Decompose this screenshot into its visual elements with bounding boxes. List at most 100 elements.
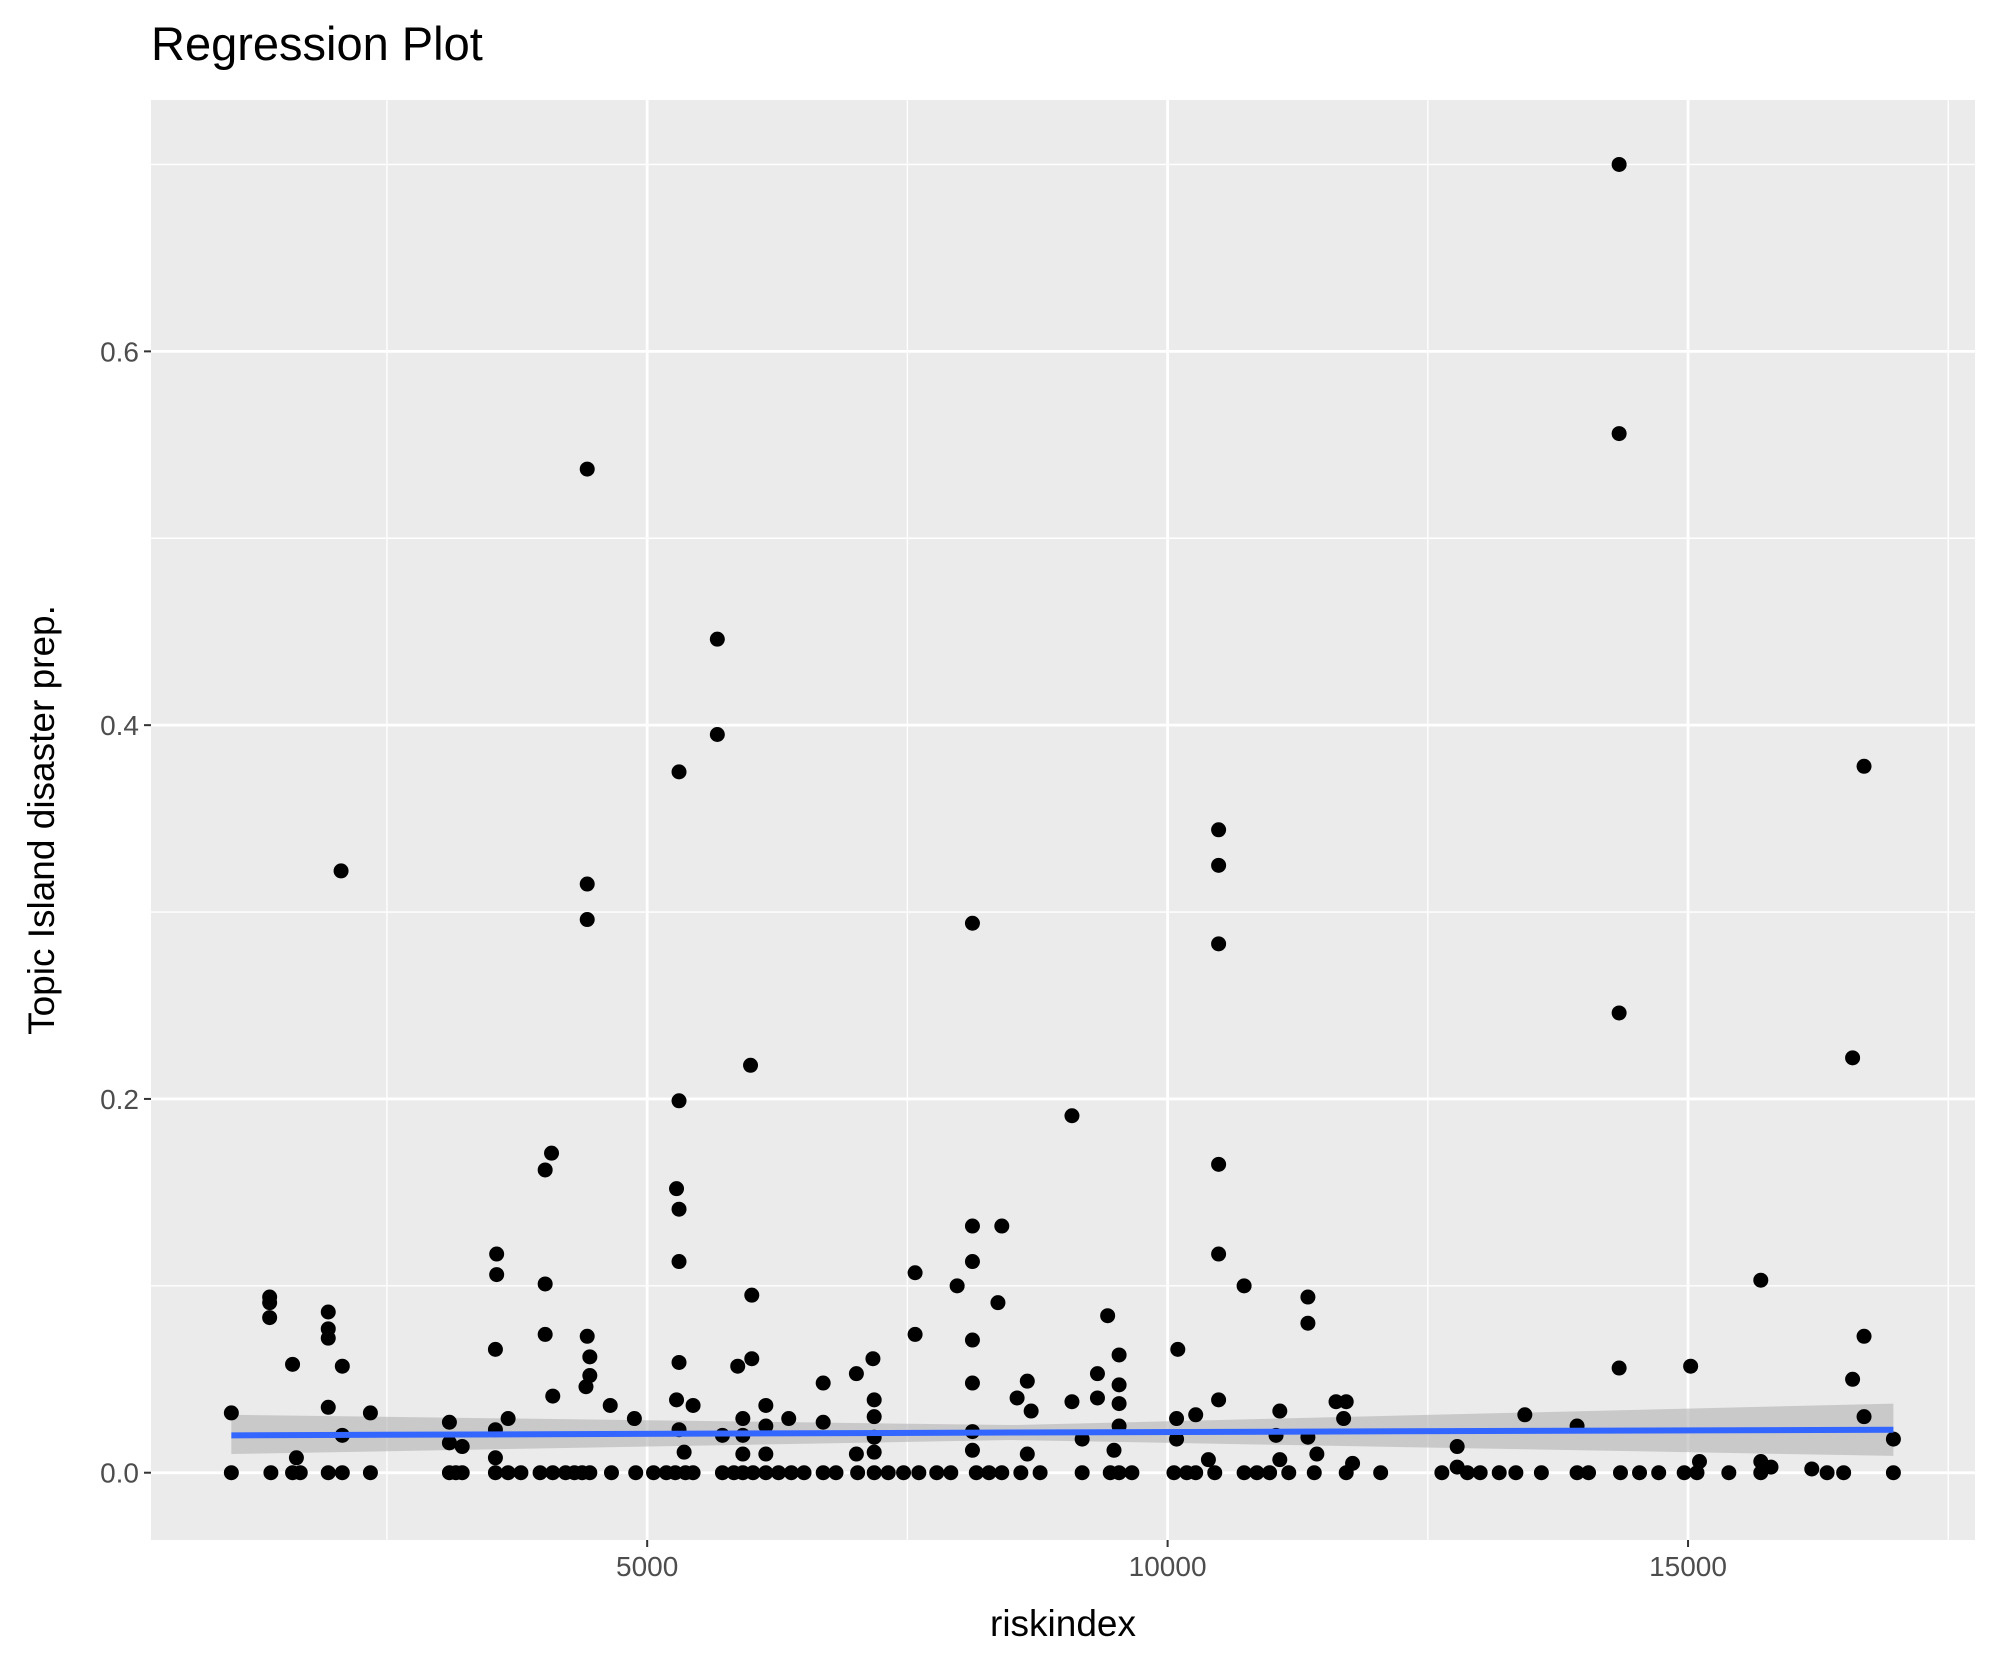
data-point [943,1465,959,1481]
data-point [333,863,349,879]
data-point [1100,1308,1116,1324]
data-point [1211,857,1227,873]
data-point [1019,1446,1035,1462]
y-tick-label: 0.6 [100,336,139,367]
chart-title: Regression Plot [151,17,483,70]
data-point [758,1418,774,1434]
data-point [964,1218,980,1234]
data-point [848,1366,864,1382]
data-point [320,1304,336,1320]
data-point [1472,1465,1488,1481]
data-point [1074,1465,1090,1481]
data-point [1300,1289,1316,1305]
data-point [758,1397,774,1413]
data-point [1089,1366,1105,1382]
data-point [1009,1390,1025,1406]
data-point [628,1465,644,1481]
data-point [545,1465,561,1481]
data-point [1836,1465,1852,1481]
data-point [487,1341,503,1357]
data-point [1336,1411,1352,1427]
data-point [223,1405,239,1421]
data-point [1089,1390,1105,1406]
data-point [968,1465,984,1481]
data-point [1211,1156,1227,1172]
data-point [262,1310,278,1326]
data-point [578,1379,594,1395]
data-point [441,1414,457,1430]
data-point [441,1435,457,1451]
data-point [1517,1407,1533,1423]
data-point [334,1465,350,1481]
data-point [1338,1465,1354,1481]
data-point [1373,1465,1389,1481]
data-point [964,1375,980,1391]
data-point [1207,1465,1223,1481]
data-point [1689,1465,1705,1481]
data-point [362,1405,378,1421]
data-point [285,1356,301,1372]
data-point [1338,1394,1354,1410]
data-point [288,1450,304,1466]
data-point [744,1287,760,1303]
data-point [320,1330,336,1346]
data-point [262,1295,278,1311]
data-point [1611,1360,1627,1376]
data-point [1721,1465,1737,1481]
data-point [1691,1454,1707,1470]
data-point [513,1465,529,1481]
data-point [1211,822,1227,838]
data-point [579,461,595,477]
data-point [671,764,687,780]
data-point [735,1446,751,1462]
y-axis-ticks: 0.0 0.2 0.4 0.6 [100,336,151,1489]
x-axis-ticks: 5000 10000 15000 [616,1540,1727,1582]
x-tick-label: 10000 [1129,1551,1207,1582]
data-point [990,1295,1006,1311]
data-point [907,1265,923,1281]
y-axis-title: Topic Island disaster prep. [21,605,62,1035]
data-point [223,1465,239,1481]
data-point [994,1465,1010,1481]
data-point [1111,1377,1127,1393]
data-point [709,726,725,742]
data-point [866,1444,882,1460]
data-point [1211,1246,1227,1262]
data-point [671,1354,687,1370]
data-point [1651,1465,1667,1481]
data-point [454,1465,470,1481]
plot-panel [151,100,1975,1540]
data-point [1819,1465,1835,1481]
data-point [1845,1050,1861,1066]
data-point [1170,1341,1186,1357]
data-point [544,1145,560,1161]
data-point [866,1465,882,1481]
data-point [1211,936,1227,952]
data-point [1491,1465,1507,1481]
data-point [1200,1452,1216,1468]
data-point [949,1278,965,1294]
data-point [1856,758,1872,774]
data-point [911,1465,927,1481]
data-point [579,876,595,892]
data-point [815,1465,831,1481]
data-point [1111,1347,1127,1363]
data-point [603,1465,619,1481]
data-point [1169,1431,1185,1447]
data-point [489,1267,505,1283]
data-point [880,1465,896,1481]
data-point [964,1332,980,1348]
data-point [1188,1465,1204,1481]
data-point [1763,1459,1779,1475]
data-point [1753,1272,1769,1288]
data-point [1856,1409,1872,1425]
data-point [671,1254,687,1270]
data-point [579,912,595,928]
data-point [709,631,725,647]
data-point [1188,1407,1204,1423]
data-point [537,1162,553,1178]
data-point [1449,1439,1465,1455]
data-point [676,1444,692,1460]
data-point [1434,1465,1450,1481]
data-point [1211,1392,1227,1408]
